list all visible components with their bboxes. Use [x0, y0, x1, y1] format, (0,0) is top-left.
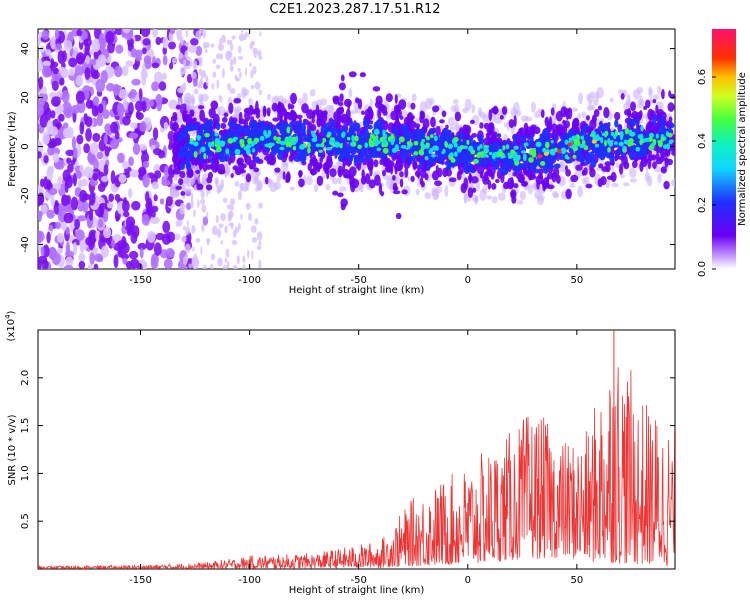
x-tick-label: 50	[570, 275, 583, 286]
x-tick-label: -100	[238, 275, 261, 286]
y-tick-label: 0	[20, 143, 31, 149]
y-tick-label: 2.0	[20, 370, 31, 386]
spectrogram-data	[38, 29, 675, 269]
x-tick-label: 50	[570, 575, 583, 586]
y-tick-label: 40	[20, 42, 31, 55]
y-tick-label: 1.5	[20, 418, 31, 434]
colorbar: 0.0 0.2 0.4 0.6 Normalized spectral amplitu…	[697, 29, 748, 277]
spectrogram-axes: -150 -100 -50 0 50 -40 -20 0 20 40	[20, 29, 675, 286]
colorbar-ticks: 0.0 0.2 0.4 0.6	[697, 69, 716, 277]
spectrogram-y-label: Frequency (Hz)	[7, 111, 18, 187]
x-tick-label: -50	[351, 275, 367, 286]
colorbar-tick-label: 0.4	[697, 133, 708, 149]
snr-x-label: Height of straight line (km)	[289, 585, 425, 596]
snr-panel: -150 -100 -50 0 50 0.5 1.0 1.5 2.0 Height of str…	[4, 310, 676, 596]
snr-y-multiplier: (x104)	[4, 310, 17, 341]
snr-frame	[37, 329, 676, 570]
spectrogram-blobs	[38, 29, 675, 269]
snr-axes: -150 -100 -50 0 50 0.5 1.0 1.5 2.0	[20, 330, 675, 586]
colorbar-tick-label: 0.2	[697, 197, 708, 213]
snr-series-line	[38, 367, 675, 569]
chart-title: C2E1.2023.287.17.51.R12	[269, 2, 441, 17]
x-tick-label: 0	[465, 275, 471, 286]
x-tick-label: -150	[129, 575, 152, 586]
y-tick-label: 20	[20, 91, 31, 104]
snr-y-label: SNR (10 * v/v)	[7, 414, 18, 485]
colorbar-tick-label: 0.6	[697, 69, 708, 85]
x-tick-label: -150	[129, 275, 152, 286]
colorbar-tick-label: 0.0	[697, 261, 708, 277]
x-tick-label: 0	[465, 575, 471, 586]
y-tick-label: -20	[20, 187, 31, 203]
spectrogram-panel: -150 -100 -50 0 50 -40 -20 0 20 40 Height of stra…	[7, 28, 676, 296]
y-tick-label: -40	[20, 236, 31, 252]
snr-data	[38, 330, 675, 569]
spectrogram-x-label: Height of straight line (km)	[289, 285, 425, 296]
x-tick-label: -100	[238, 575, 261, 586]
y-tick-label: 1.0	[20, 465, 31, 481]
y-tick-label: 0.5	[20, 513, 31, 529]
x-tick-label: -50	[351, 575, 367, 586]
colorbar-label: Normalized spectral amplitude	[737, 72, 748, 226]
colorbar-gradient	[712, 29, 736, 269]
